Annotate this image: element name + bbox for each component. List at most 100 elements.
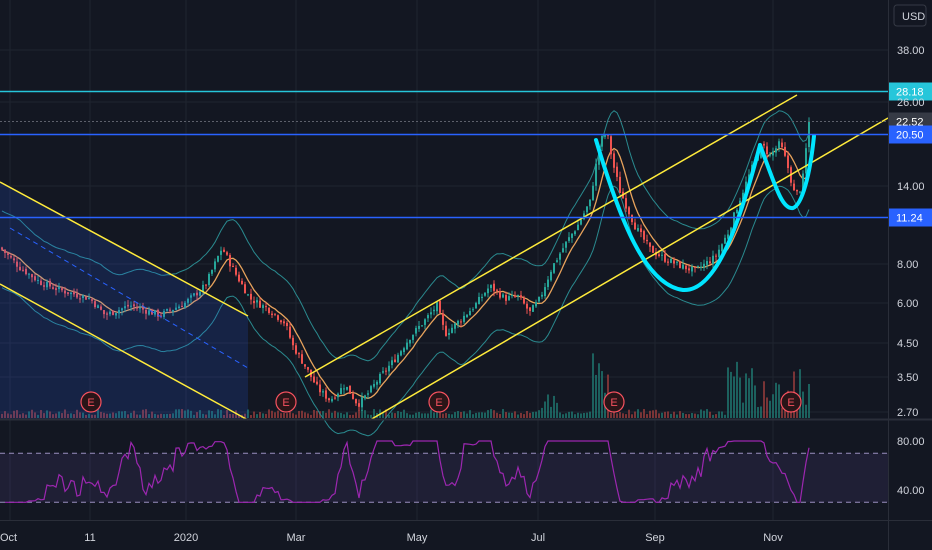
volume-bar: [583, 412, 585, 418]
volume-bar: [673, 411, 675, 418]
earnings-marker[interactable]: [428, 391, 450, 413]
candle-body: [16, 261, 18, 267]
candle-body: [727, 234, 729, 239]
candle-body: [139, 307, 141, 309]
volume-bar: [445, 413, 447, 418]
candle-body: [22, 269, 24, 271]
volume-bar: [637, 409, 639, 418]
candle-body: [49, 280, 51, 287]
candle-body: [202, 284, 204, 292]
candle-body: [295, 345, 297, 354]
volume-bar: [709, 411, 711, 418]
volume-bar: [169, 413, 171, 418]
candle-body: [292, 337, 294, 346]
volume-bar: [505, 412, 507, 418]
volume-bar: [337, 412, 339, 418]
candle-body: [745, 181, 747, 192]
volume-bar: [367, 414, 369, 418]
volume-bar: [589, 411, 591, 418]
earnings-marker[interactable]: [80, 391, 102, 413]
currency-badge[interactable]: [893, 4, 927, 27]
candle-body: [304, 364, 306, 367]
volume-bar: [130, 412, 132, 418]
volume-bar: [88, 413, 90, 418]
rsi-line: [5, 440, 810, 503]
candle-body: [322, 391, 324, 393]
candle-body: [418, 326, 420, 329]
candle-body: [364, 395, 366, 399]
candle-body: [82, 295, 84, 298]
volume-bar: [568, 411, 570, 418]
candle-body: [259, 300, 261, 308]
volume-bar: [49, 411, 51, 418]
currency-label[interactable]: USD: [902, 11, 925, 23]
candle-body: [802, 173, 804, 192]
candle-body: [562, 248, 564, 253]
candle-body: [46, 281, 48, 288]
candle-body: [775, 148, 777, 153]
volume-bar: [694, 413, 696, 418]
volume-bar: [574, 414, 576, 418]
earnings-marker[interactable]: [603, 391, 625, 413]
volume-bar: [70, 413, 72, 418]
volume-bar: [289, 412, 291, 418]
price-tick-label: 3.50: [897, 372, 918, 384]
volume-bar: [166, 413, 168, 418]
descending-channel-upper: [0, 181, 249, 317]
time-tick-label: 2020: [174, 532, 198, 544]
candle-body: [637, 228, 639, 231]
candle-body: [88, 298, 90, 300]
volume-bar: [520, 412, 522, 418]
volume-bar: [58, 411, 60, 418]
volume-bar: [781, 407, 783, 418]
volume-bar: [766, 397, 768, 418]
volume-bar: [481, 412, 483, 418]
volume-bar: [460, 411, 462, 418]
candle-body: [526, 303, 528, 309]
volume-bar: [181, 409, 183, 418]
candle-body: [730, 227, 732, 235]
volume-bar: [61, 413, 63, 418]
candle-body: [679, 261, 681, 269]
candle-body: [109, 311, 111, 315]
candle-body: [94, 301, 96, 308]
candle-body: [631, 215, 633, 223]
candle-body: [298, 353, 300, 355]
earnings-marker[interactable]: [275, 391, 297, 413]
volume-bar: [553, 395, 555, 418]
candle-body: [406, 342, 408, 350]
volume-bar: [22, 413, 24, 418]
candle-body: [85, 296, 87, 300]
candle-body: [697, 266, 699, 268]
candle-body: [286, 322, 288, 327]
volume-bar: [529, 412, 531, 418]
volume-bar: [400, 411, 402, 418]
volume-bar: [106, 413, 108, 418]
volume-bar: [454, 412, 456, 418]
earnings-marker[interactable]: [780, 391, 802, 413]
candle-body: [793, 183, 795, 191]
volume-bar: [418, 411, 420, 418]
candle-body: [160, 315, 162, 317]
candle-body: [355, 399, 357, 404]
candle-body: [325, 390, 327, 399]
candle-body: [52, 287, 54, 289]
volume-bar: [742, 402, 744, 418]
candle-body: [703, 263, 705, 268]
candle-body: [493, 283, 495, 291]
candle-body: [742, 192, 744, 200]
candle-body: [460, 321, 462, 323]
candle-body: [502, 294, 504, 298]
volume-bar: [112, 412, 114, 418]
volume-bar: [283, 412, 285, 418]
volume-bar: [631, 414, 633, 418]
candle-body: [409, 339, 411, 344]
price-level-badge: [889, 208, 932, 227]
volume-bar: [313, 409, 315, 418]
volume-bar: [610, 412, 612, 418]
volume-bar: [199, 410, 201, 418]
time-tick-label: Oct: [0, 532, 17, 544]
volume-bar: [76, 409, 78, 418]
volume-bar: [634, 411, 636, 418]
candle-body: [463, 315, 465, 322]
